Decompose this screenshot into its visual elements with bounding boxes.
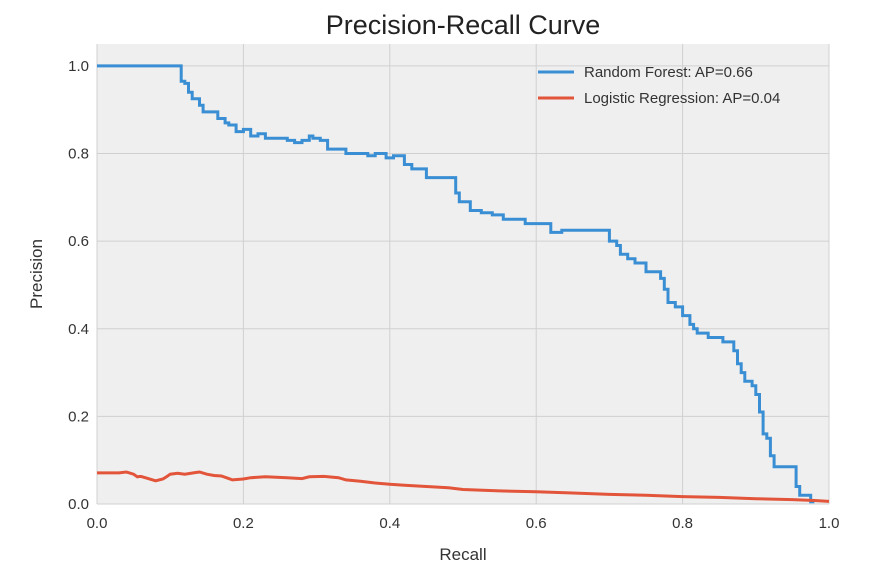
y-tick-label: 0.0 bbox=[68, 496, 89, 513]
chart-title: Precision-Recall Curve bbox=[326, 10, 601, 40]
x-axis-label: Recall bbox=[439, 545, 486, 564]
y-axis-label: Precision bbox=[27, 239, 46, 309]
series-line-logistic-regression bbox=[97, 470, 830, 503]
series-line-random-forest bbox=[97, 64, 815, 504]
x-tick-label: 0.8 bbox=[672, 515, 693, 532]
grid-lines bbox=[96, 44, 830, 505]
tick-labels: 0.0 0.2 0.4 0.6 0.8 1.0 0.0 0.2 0.4 0.6 0.8 1.0 bbox=[68, 58, 839, 532]
x-tick-label: 0.0 bbox=[87, 515, 108, 532]
y-tick-label: 0.6 bbox=[68, 233, 89, 250]
y-tick-label: 0.4 bbox=[68, 321, 89, 338]
plot-area bbox=[97, 44, 829, 504]
x-tick-label: 0.4 bbox=[379, 515, 400, 532]
x-tick-label: 0.2 bbox=[233, 515, 254, 532]
legend-label: Logistic Regression: AP=0.04 bbox=[584, 90, 780, 107]
legend-label: Random Forest: AP=0.66 bbox=[584, 64, 753, 81]
y-tick-label: 0.2 bbox=[68, 408, 89, 425]
legend: Random Forest: AP=0.66 Logistic Regressio… bbox=[538, 64, 780, 107]
series-lines bbox=[97, 64, 830, 504]
y-tick-label: 1.0 bbox=[68, 58, 89, 75]
x-tick-label: 1.0 bbox=[819, 515, 840, 532]
x-tick-label: 0.6 bbox=[526, 515, 547, 532]
y-tick-label: 0.8 bbox=[68, 146, 89, 163]
